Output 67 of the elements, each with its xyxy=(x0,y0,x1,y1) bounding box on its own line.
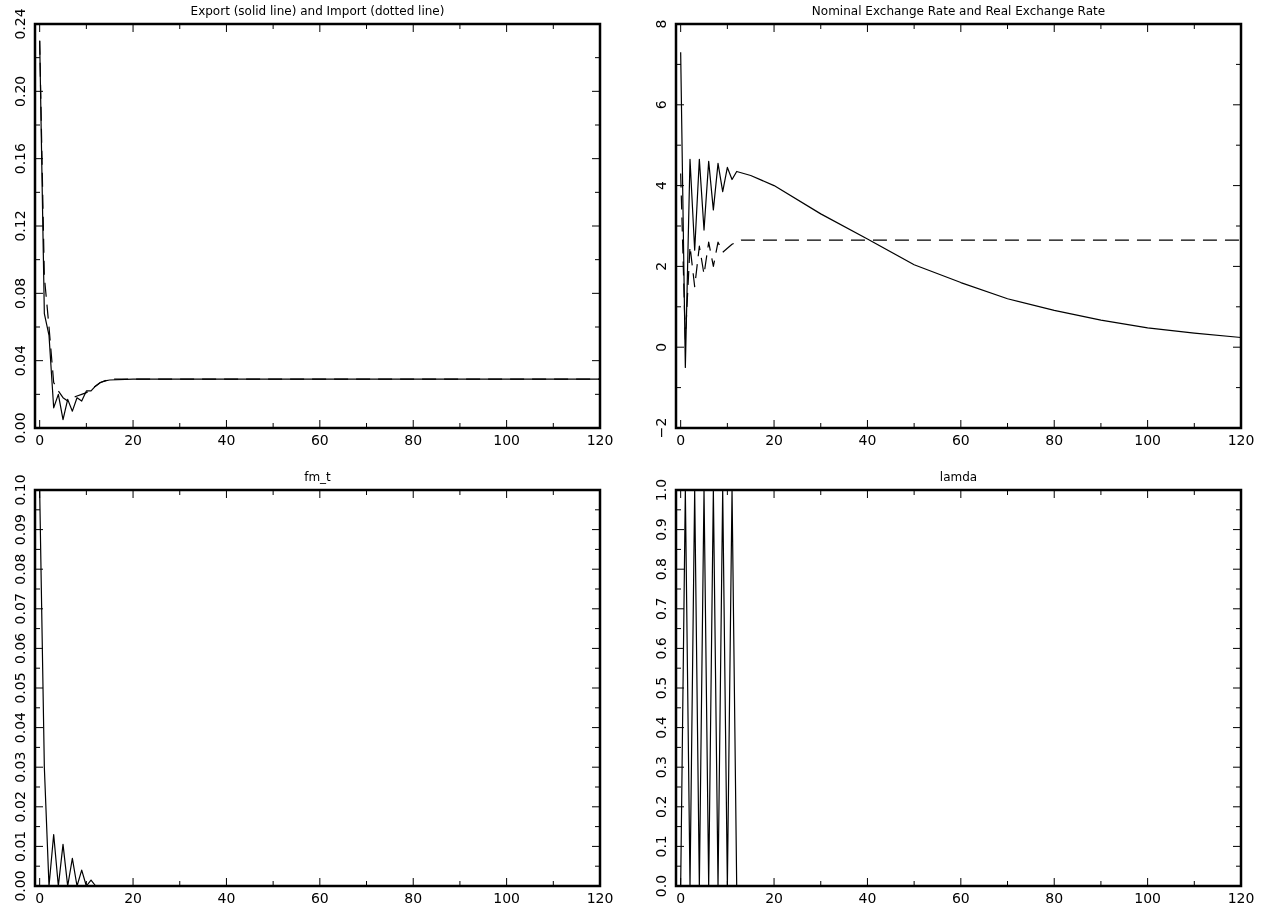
y-tick-label: 0.2 xyxy=(653,795,669,818)
chart-title: lamda xyxy=(939,470,978,484)
x-tick-label: 20 xyxy=(765,432,783,448)
x-tick-label: 40 xyxy=(858,432,877,448)
y-tick-label: 0.00 xyxy=(12,412,28,444)
y-tick-label: 0.08 xyxy=(12,553,28,585)
y-tick-label: 0.04 xyxy=(12,711,28,744)
x-tick-label: 120 xyxy=(586,432,614,448)
chart-title: Export (solid line) and Import (dotted line) xyxy=(190,4,445,18)
y-tick-label: 0.20 xyxy=(12,75,28,107)
chart-title: Nominal Exchange Rate and Real Exchange Rate xyxy=(811,4,1106,18)
x-tick-label: 20 xyxy=(124,890,142,906)
y-tick-label: 0.09 xyxy=(12,514,28,546)
x-tick-label: 40 xyxy=(217,890,236,906)
y-tick-label: 0.4 xyxy=(653,716,669,739)
y-tick-label: 0.5 xyxy=(653,676,669,700)
chart-title: fm_t xyxy=(304,470,332,484)
y-tick-label: 4 xyxy=(653,181,669,191)
x-tick-label: 120 xyxy=(586,890,614,906)
y-tick-label: 0.07 xyxy=(12,593,28,625)
x-tick-label: 0 xyxy=(35,890,45,906)
y-tick-label: 0.10 xyxy=(12,474,28,506)
x-tick-label: 20 xyxy=(124,432,142,448)
x-tick-label: 100 xyxy=(493,432,520,448)
y-tick-label: −2 xyxy=(653,417,669,439)
x-tick-label: 60 xyxy=(951,890,970,906)
x-tick-label: 120 xyxy=(1227,432,1255,448)
y-tick-label: 0.00 xyxy=(12,870,28,902)
y-tick-label: 0.12 xyxy=(12,210,28,242)
x-tick-label: 80 xyxy=(404,890,423,906)
y-tick-label: 0.05 xyxy=(12,672,28,704)
x-tick-label: 60 xyxy=(310,890,329,906)
x-tick-label: 80 xyxy=(1045,432,1064,448)
y-tick-label: 0.9 xyxy=(653,518,669,541)
y-tick-label: 1.0 xyxy=(653,478,669,502)
y-tick-label: 0.16 xyxy=(12,142,28,175)
y-tick-label: 0.3 xyxy=(653,756,669,779)
y-tick-label: 0.1 xyxy=(653,835,669,858)
x-tick-label: 0 xyxy=(35,432,45,448)
y-tick-label: 8 xyxy=(653,19,669,29)
x-tick-label: 80 xyxy=(404,432,423,448)
y-tick-label: 0.08 xyxy=(12,277,28,309)
x-tick-label: 100 xyxy=(1134,432,1161,448)
y-tick-label: 0.0 xyxy=(653,874,669,898)
y-tick-label: 0.04 xyxy=(12,344,28,377)
x-tick-label: 100 xyxy=(493,890,520,906)
x-tick-label: 60 xyxy=(951,432,970,448)
y-tick-label: 0.02 xyxy=(12,791,28,823)
y-tick-label: 0 xyxy=(653,342,669,352)
y-tick-label: 0.24 xyxy=(12,8,28,40)
x-tick-label: 40 xyxy=(217,432,236,448)
y-tick-label: 0.6 xyxy=(653,637,669,660)
x-tick-label: 0 xyxy=(676,890,686,906)
y-tick-label: 0.06 xyxy=(12,632,28,664)
x-tick-label: 100 xyxy=(1134,890,1161,906)
y-tick-label: 0.8 xyxy=(653,558,669,581)
x-tick-label: 0 xyxy=(676,432,686,448)
x-tick-label: 60 xyxy=(310,432,329,448)
y-tick-label: 6 xyxy=(653,100,669,110)
y-tick-label: 0.7 xyxy=(653,597,669,620)
x-tick-label: 120 xyxy=(1227,890,1255,906)
y-tick-label: 2 xyxy=(653,261,669,271)
y-tick-label: 0.03 xyxy=(12,751,28,783)
x-tick-label: 80 xyxy=(1045,890,1064,906)
x-tick-label: 40 xyxy=(858,890,877,906)
x-tick-label: 20 xyxy=(765,890,783,906)
y-tick-label: 0.01 xyxy=(12,830,28,862)
